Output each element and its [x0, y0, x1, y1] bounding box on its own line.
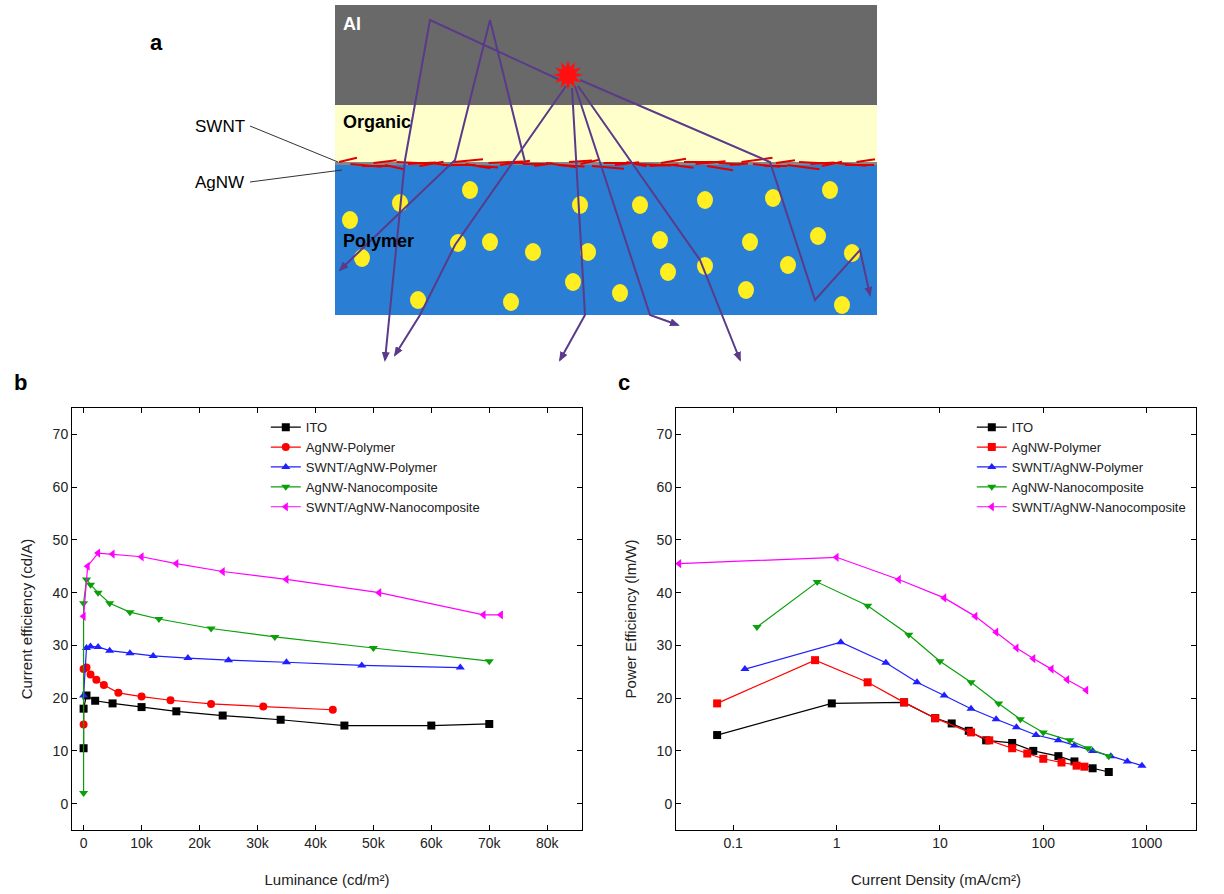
svg-text:Polymer: Polymer — [343, 231, 414, 251]
svg-text:60: 60 — [657, 479, 673, 495]
svg-text:Current Density (mA/cm²): Current Density (mA/cm²) — [851, 871, 1021, 888]
svg-text:10: 10 — [657, 743, 673, 759]
svg-text:30: 30 — [53, 637, 69, 653]
svg-text:60k: 60k — [420, 835, 444, 851]
svg-text:Luminance (cd/m²): Luminance (cd/m²) — [264, 871, 389, 888]
svg-text:1000: 1000 — [1131, 835, 1162, 851]
svg-text:30: 30 — [657, 637, 673, 653]
svg-text:SWNT/AgNW-Nanocomposite: SWNT/AgNW-Nanocomposite — [306, 500, 480, 515]
svg-text:0: 0 — [60, 796, 68, 812]
html-text:b: b — [14, 370, 28, 395]
svg-text:SWNT/AgNW-Polymer: SWNT/AgNW-Polymer — [306, 460, 438, 475]
svg-text:20: 20 — [53, 690, 69, 706]
svg-text:0.1: 0.1 — [723, 835, 743, 851]
svg-text:10: 10 — [53, 743, 69, 759]
svg-text:40: 40 — [657, 585, 673, 601]
svg-text:1: 1 — [833, 835, 841, 851]
svg-text:0: 0 — [80, 835, 88, 851]
svg-text:AgNW-Nanocomposite: AgNW-Nanocomposite — [1012, 480, 1144, 495]
svg-text:30k: 30k — [246, 835, 270, 851]
svg-text:60: 60 — [53, 479, 69, 495]
svg-text:Power Efficiency (lm/W): Power Efficiency (lm/W) — [622, 540, 639, 699]
svg-text:SWNT/AgNW-Polymer: SWNT/AgNW-Polymer — [1012, 460, 1144, 475]
html-text:c: c — [618, 370, 631, 395]
svg-text:70: 70 — [53, 426, 69, 442]
svg-text:0: 0 — [664, 796, 672, 812]
svg-text:50: 50 — [657, 532, 673, 548]
svg-text:Al: Al — [343, 14, 361, 34]
svg-text:50: 50 — [53, 532, 69, 548]
svg-text:40: 40 — [53, 585, 69, 601]
svg-text:SWNT: SWNT — [195, 117, 245, 136]
svg-text:50k: 50k — [362, 835, 386, 851]
svg-text:ITO: ITO — [1012, 420, 1033, 435]
svg-text:Organic: Organic — [343, 112, 411, 132]
svg-text:20k: 20k — [188, 835, 212, 851]
svg-text:20: 20 — [657, 690, 673, 706]
html-text:a: a — [150, 30, 163, 55]
svg-text:70k: 70k — [478, 835, 502, 851]
svg-text:AgNW-Polymer: AgNW-Polymer — [1012, 440, 1102, 455]
svg-text:AgNW-Nanocomposite: AgNW-Nanocomposite — [306, 480, 438, 495]
svg-text:Current efficiency (cd/A): Current efficiency (cd/A) — [18, 539, 35, 700]
svg-text:AgNW: AgNW — [195, 173, 244, 192]
svg-text:100: 100 — [1032, 835, 1056, 851]
svg-text:10k: 10k — [130, 835, 154, 851]
svg-text:40k: 40k — [304, 835, 328, 851]
svg-text:ITO: ITO — [306, 420, 327, 435]
svg-text:10: 10 — [932, 835, 948, 851]
svg-text:SWNT/AgNW-Nanocomposite: SWNT/AgNW-Nanocomposite — [1012, 500, 1186, 515]
svg-text:70: 70 — [657, 426, 673, 442]
svg-text:80k: 80k — [536, 835, 560, 851]
svg-text:AgNW-Polymer: AgNW-Polymer — [306, 440, 396, 455]
